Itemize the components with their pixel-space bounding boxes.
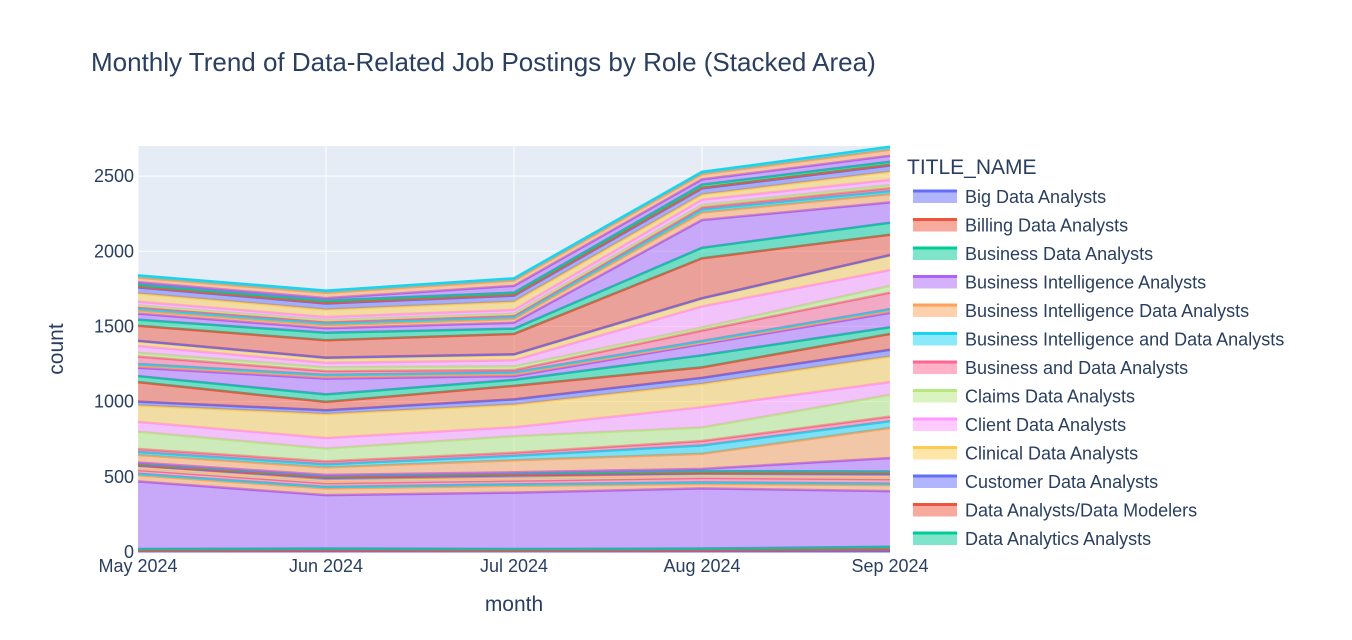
legend-label: Business Intelligence and Data Analysts [965,330,1284,350]
area-series-line-13 [137,456,891,477]
x-tick-labels: May 2024 Jun 2024 Jul 2024 Aug 2024 Sep 2024 [98,556,928,576]
area-series-10[interactable] [138,465,890,481]
area-series-39[interactable] [138,171,890,317]
area-series-40[interactable] [138,165,890,310]
legend-item[interactable]: Business Intelligence Data Analysts [913,301,1249,321]
x-tick-label: Aug 2024 [663,556,740,576]
legend-label: Business Intelligence Data Analysts [965,301,1249,321]
area-series-29[interactable] [138,255,890,363]
area-series-20[interactable] [138,349,890,414]
legend: Big Data Analysts Billing Data Analysts Bu… [913,187,1284,549]
y-tick-label: 1500 [94,316,134,336]
x-tick-label: Jun 2024 [289,556,363,576]
area-series-line-16 [137,415,891,463]
area-series-34[interactable] [138,194,890,329]
y-tick-label: 0 [124,542,134,562]
area-series-line-28 [137,268,891,365]
area-series-line-22 [137,325,891,396]
legend-item[interactable]: Business Intelligence and Data Analysts [913,330,1284,350]
legend-swatch [913,390,957,403]
area-series-12[interactable] [138,463,890,478]
legend-swatch [913,504,957,517]
area-series-23[interactable] [138,312,890,395]
legend-swatch [913,447,957,460]
area-series-44[interactable] [138,149,890,299]
legend-item[interactable]: Claims Data Analysts [913,387,1135,407]
legend-item[interactable]: Client Data Analysts [913,415,1126,435]
y-tick-label: 1000 [94,392,134,412]
legend-label: Clinical Data Analysts [965,444,1138,464]
x-tick-label: May 2024 [98,556,177,576]
legend-swatch [913,419,957,431]
area-series-24[interactable] [138,310,890,379]
y-tick-label: 500 [104,467,134,487]
area-series-group [137,145,891,553]
area-series-15[interactable] [138,421,890,468]
legend-item[interactable]: Business and Data Analysts [913,358,1188,378]
area-series-3[interactable] [138,481,890,549]
legend-item[interactable]: Data Analytics Analysts [913,529,1151,549]
y-axis-title: count [45,323,68,375]
area-series-line-2 [137,545,891,551]
legend-label: Business and Data Analysts [965,358,1188,378]
x-axis-title: month [485,593,543,616]
area-series-21[interactable] [138,333,890,411]
legend-title: TITLE_NAME [907,156,1037,179]
legend-item[interactable]: Business Data Analysts [913,244,1153,264]
area-series-line-45 [137,145,891,292]
area-series-4[interactable] [138,475,890,496]
legend-swatch [913,305,957,317]
x-tick-label: Jul 2024 [480,556,548,576]
area-series-18[interactable] [138,382,890,449]
legend-item[interactable]: Customer Data Analysts [913,472,1158,492]
area-series-32[interactable] [138,222,890,341]
area-series-26[interactable] [138,292,890,375]
legend-label: Business Data Analysts [965,244,1153,264]
legend-swatch [913,333,957,346]
area-series-line-30 [137,253,891,359]
area-series-33[interactable] [138,202,890,333]
area-series-line-15 [137,419,891,466]
legend-swatch [913,276,957,289]
area-series-line-9 [137,465,891,482]
y-tick-label: 2500 [94,166,134,186]
area-series-line-31 [137,233,891,342]
area-series-17[interactable] [138,394,890,462]
y-tick-label: 2000 [94,241,134,261]
legend-label: Data Analytics Analysts [965,529,1151,549]
legend-item[interactable]: Billing Data Analysts [913,216,1128,236]
legend-label: Client Data Analysts [965,415,1126,435]
area-series-19[interactable] [138,356,890,439]
legend-swatch [913,219,957,232]
legend-swatch [913,191,957,203]
legend-label: Business Intelligence Analysts [965,273,1206,293]
area-series-28[interactable] [138,270,890,368]
legend-label: Billing Data Analysts [965,216,1128,236]
legend-item[interactable]: Business Intelligence Analysts [913,273,1206,293]
legend-swatch [913,362,957,374]
area-series-43[interactable] [138,155,890,301]
area-series-14[interactable] [138,427,890,475]
area-series-16[interactable] [138,416,890,465]
legend-item[interactable]: Clinical Data Analysts [913,444,1138,464]
x-tick-label: Sep 2024 [851,556,928,576]
legend-item[interactable]: Big Data Analysts [913,187,1106,207]
area-series-25[interactable] [138,309,890,377]
area-series-31[interactable] [138,234,890,358]
legend-swatch [913,248,957,260]
legend-item[interactable]: Data Analysts/Data Modelers [913,501,1197,521]
chart-title: Monthly Trend of Data-Related Job Postin… [91,47,876,77]
legend-label: Big Data Analysts [965,187,1106,207]
legend-swatch [913,533,957,545]
y-tick-labels: 0 500 1000 1500 2000 2500 [94,166,134,562]
legend-swatch [913,476,957,488]
legend-label: Claims Data Analysts [965,387,1135,407]
legend-label: Customer Data Analysts [965,472,1158,492]
legend-label: Data Analysts/Data Modelers [965,501,1197,521]
